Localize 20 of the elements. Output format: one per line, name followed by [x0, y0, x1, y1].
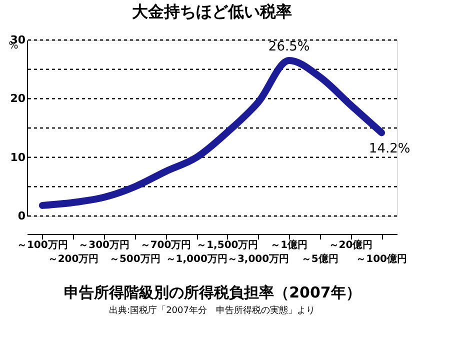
- x-tick-label: ～100万円: [16, 240, 68, 251]
- x-tick-label: ～500万円: [109, 254, 160, 265]
- data-label: 26.5%: [268, 40, 310, 55]
- y-tick-label: 20: [10, 92, 26, 106]
- x-tick-label: ～3,000万円: [227, 254, 290, 265]
- x-tick-label: ～1,500万円: [196, 240, 258, 251]
- y-tick-label: 0: [18, 210, 26, 222]
- x-tick-label: ～5億円: [301, 253, 338, 265]
- x-tick-label: ～1,000万円: [166, 254, 228, 265]
- x-tick-label: ～1億円: [270, 239, 308, 251]
- y-tick-label: 10: [10, 150, 26, 164]
- source-note: 出典:国税庁「2007年分 申告所得税の実態」より: [109, 305, 315, 316]
- x-axis-title: 申告所得階級別の所得税負担率（2007年）: [64, 284, 361, 302]
- data-label: 14.2%: [368, 142, 410, 157]
- chart-title: 大金持ちほど低い税率: [132, 2, 292, 21]
- x-tick-label: ～300万円: [78, 240, 130, 251]
- x-tick-label: ～700万円: [140, 240, 192, 251]
- x-tick-label: ～20億円: [328, 239, 373, 251]
- x-tick-label: ～200万円: [48, 254, 99, 265]
- x-tick-label: ～100億円: [356, 253, 408, 265]
